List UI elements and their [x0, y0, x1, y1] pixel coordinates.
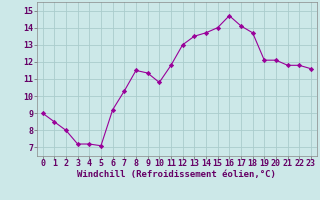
X-axis label: Windchill (Refroidissement éolien,°C): Windchill (Refroidissement éolien,°C) — [77, 170, 276, 179]
